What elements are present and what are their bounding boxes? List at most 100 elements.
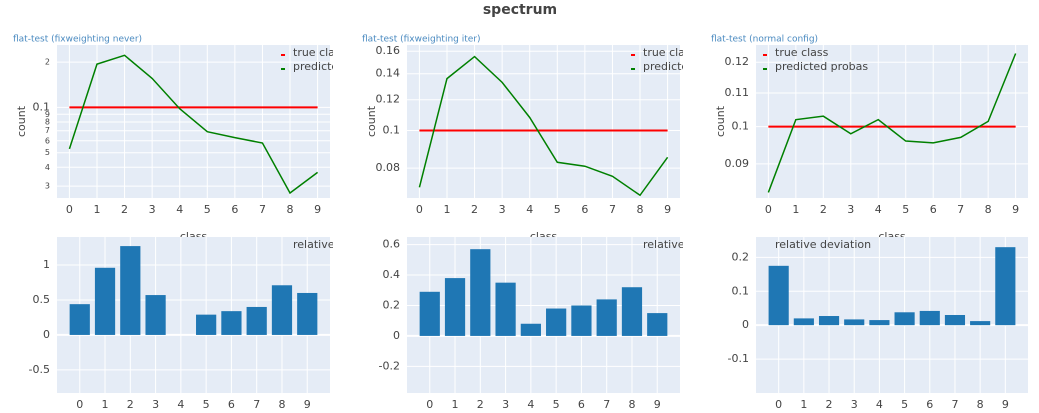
plot-area	[418, 55, 669, 197]
bar	[69, 304, 90, 335]
plot-background	[407, 45, 680, 198]
y-tick-label: 4	[45, 163, 50, 172]
x-tick-label: 1	[93, 203, 100, 216]
y-tick-label: 0.2	[732, 250, 750, 263]
y-tick-label: 0.14	[376, 67, 401, 80]
x-tick-label: 5	[901, 398, 908, 411]
x-tick-label: 2	[471, 203, 478, 216]
y-tick-label: 0.08	[376, 161, 401, 174]
plot-area	[69, 246, 318, 335]
bar	[297, 292, 318, 335]
x-tick-label: 7	[609, 203, 616, 216]
x-tick-label: 4	[526, 203, 533, 216]
bar	[919, 310, 940, 326]
x-tick-label: 9	[314, 203, 321, 216]
y-tick-label: 0.5	[33, 293, 51, 306]
line	[68, 54, 319, 195]
legend-label: true class	[643, 46, 697, 59]
y-tick-label: 0	[393, 329, 400, 342]
x-tick-label: 4	[527, 398, 534, 411]
bar	[995, 247, 1016, 326]
x-tick-label: 3	[499, 203, 506, 216]
x-tick-label: 8	[985, 203, 992, 216]
bar	[818, 316, 840, 326]
legend-label: relative deviation	[293, 238, 389, 251]
bar	[546, 308, 567, 336]
bar	[120, 246, 141, 335]
bar	[647, 313, 668, 336]
y-tick-label: 0.12	[376, 93, 401, 106]
bar	[145, 295, 166, 335]
bar	[596, 299, 617, 336]
legend-label: predicted probas	[775, 60, 868, 73]
figure-title: spectrum	[483, 2, 557, 18]
y-tick-label: 0.1	[383, 123, 401, 136]
x-tick-label: 1	[800, 398, 807, 411]
line	[767, 53, 1017, 193]
legend-label: relative deviation	[775, 238, 871, 251]
y-tick-label: 0	[742, 318, 749, 331]
y-tick-label: 5	[45, 148, 50, 157]
x-tick-label: 5	[554, 203, 561, 216]
legend-label: predicted probas	[643, 60, 736, 73]
x-tick-label: 7	[603, 398, 610, 411]
x-tick-label: 2	[127, 398, 134, 411]
subplot-title: flat-test (fixweighting iter)	[362, 35, 481, 45]
x-tick-label: 0	[765, 203, 772, 216]
y-tick-label: -0.5	[29, 363, 50, 376]
subplot: 0.09 0.1 0.11 0.12 0 1 2 3 4 5 6 7 8 9 flat-test (norm…	[711, 35, 1028, 243]
x-tick-label: 4	[876, 398, 883, 411]
legend: relative deviation	[293, 238, 389, 251]
bar	[419, 291, 440, 336]
x-tick-label: 2	[820, 203, 827, 216]
bar	[495, 282, 516, 336]
x-tick-label: 1	[792, 203, 799, 216]
x-tick-label: 3	[847, 203, 854, 216]
y-tick-label: 1	[43, 258, 50, 271]
x-tick-label: 9	[654, 398, 661, 411]
x-tick-label: 3	[152, 398, 159, 411]
bar	[520, 323, 541, 336]
y-tick-label: 0	[43, 328, 50, 341]
y-axis-title: count	[365, 105, 378, 137]
legend-label: true class	[775, 46, 829, 59]
y-tick-label: 0.09	[725, 157, 750, 170]
y-tick-label: 0.6	[383, 238, 401, 251]
subplot: -0.1 0 0.1 0.2 0 1 2 3 4 5 6 7 8 9 relative deviation	[728, 237, 1028, 411]
y-tick-label: 0.11	[725, 86, 750, 99]
x-tick-label: 6	[581, 203, 588, 216]
x-tick-label: 6	[926, 398, 933, 411]
x-tick-label: 7	[957, 203, 964, 216]
x-tick-label: 3	[851, 398, 858, 411]
x-tick-label: 6	[930, 203, 937, 216]
bar	[944, 315, 966, 326]
legend-label: relative deviation	[643, 238, 739, 251]
y-axis-title: count	[714, 105, 727, 137]
x-tick-label: 9	[304, 398, 311, 411]
y-axis-title: count	[15, 105, 28, 137]
x-tick-label: 6	[228, 398, 235, 411]
plot-background	[57, 45, 330, 198]
y-tick-label: 0.1	[33, 100, 51, 113]
legend-label: true class	[293, 46, 347, 59]
y-tick-label: -0.1	[728, 352, 749, 365]
x-tick-label: 7	[259, 203, 266, 216]
x-tick-label: 0	[416, 203, 423, 216]
x-tick-label: 9	[664, 203, 671, 216]
plot-area	[768, 247, 1016, 326]
x-tick-label: 1	[102, 398, 109, 411]
x-tick-label: 4	[177, 398, 184, 411]
plot-background	[756, 237, 1028, 393]
x-tick-label: 5	[203, 398, 210, 411]
bar	[844, 319, 865, 326]
y-tick-label: -0.2	[379, 359, 400, 372]
subplot: -0.2 0 0.2 0.4 0.6 0 1 2 3 4 5 6 7 8 9 relative deviati…	[379, 237, 739, 411]
x-tick-label: 8	[628, 398, 635, 411]
x-tick-label: 2	[121, 203, 128, 216]
y-tick-label: 2	[45, 58, 50, 67]
x-tick-label: 1	[452, 398, 459, 411]
x-tick-label: 0	[76, 398, 83, 411]
y-tick-label: 8	[45, 118, 50, 127]
